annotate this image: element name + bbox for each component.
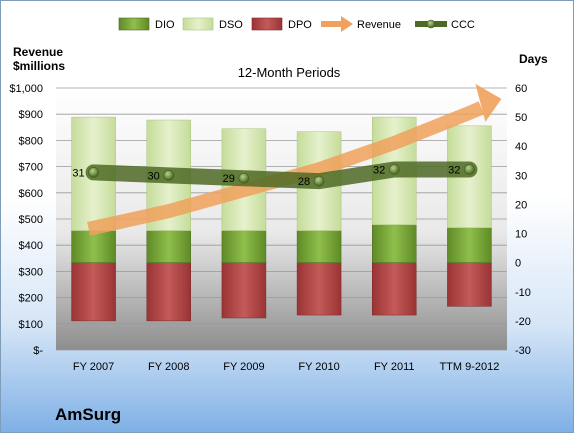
legend-label: DPO (288, 19, 312, 31)
ccc-point (313, 175, 325, 187)
right-tick-label: 0 (515, 258, 521, 270)
x-tick-label: FY 2008 (148, 361, 189, 373)
left-axis-label-line2: $millions (13, 59, 65, 73)
ccc-data-label: 30 (148, 170, 160, 182)
left-tick-label: $500 (19, 214, 43, 226)
ccc-point (464, 164, 475, 175)
left-tick-label: $900 (19, 109, 43, 121)
dpo-bar (71, 262, 116, 322)
dio-bar (447, 227, 492, 263)
legend-swatch-revenue-head (341, 16, 353, 32)
left-tick-label: $- (33, 345, 43, 357)
legend-swatch-ccc-dot (426, 19, 436, 29)
right-tick-label: 50 (515, 112, 527, 124)
ccc-point (88, 167, 99, 178)
right-tick-label: 30 (515, 170, 527, 182)
legend-label: DIO (155, 19, 175, 31)
ccc-point (163, 170, 175, 181)
right-axis-label: Days (519, 52, 548, 66)
left-tick-label: $600 (19, 188, 43, 200)
company-name: AmSurg (55, 405, 122, 424)
dpo-bar (372, 262, 417, 316)
ccc-point (388, 164, 400, 175)
ccc-data-label: 31 (72, 167, 84, 179)
ccc-data-label: 32 (448, 165, 460, 177)
dio-bar (146, 230, 191, 263)
right-tick-label: -10 (515, 287, 531, 299)
dpo-bar (146, 262, 191, 322)
ccc-point (238, 172, 250, 184)
x-tick-label: FY 2009 (223, 361, 264, 373)
legend-item-dio: DIO (118, 17, 175, 31)
legend-item-dso: DSO (182, 17, 243, 31)
left-tick-label: $300 (19, 266, 43, 278)
legend-label: Revenue (357, 19, 401, 31)
legend-label: DSO (219, 19, 243, 31)
left-tick-label: $800 (19, 135, 43, 147)
right-tick-label: 60 (515, 83, 527, 95)
left-tick-label: $700 (19, 162, 43, 174)
ccc-data-label: 32 (373, 165, 385, 177)
legend-item-ccc: CCC (415, 19, 475, 31)
legend-item-revenue: Revenue (321, 16, 401, 32)
dio-bar (372, 224, 417, 263)
ccc-data-label: 28 (298, 176, 310, 188)
left-tick-label: $1,000 (9, 83, 43, 95)
x-tick-label: FY 2007 (73, 361, 114, 373)
ccc-data-label: 29 (223, 173, 235, 185)
x-tick-label: TTM 9-2012 (439, 361, 499, 373)
legend-swatch-dpo (251, 17, 283, 31)
ccc-line (85, 161, 478, 190)
right-tick-label: 20 (515, 199, 527, 211)
chart-title: 12-Month Periods (238, 65, 341, 80)
legend-swatch-dio (118, 17, 150, 31)
legend-item-dpo: DPO (251, 17, 312, 31)
right-tick-label: -30 (515, 345, 531, 357)
right-tick-label: 10 (515, 229, 527, 241)
right-tick-label: 40 (515, 141, 527, 153)
dpo-bar (296, 262, 342, 316)
left-tick-label: $400 (19, 240, 43, 252)
right-tick-label: -20 (515, 316, 531, 328)
dio-bar (71, 230, 116, 263)
left-tick-label: $200 (19, 293, 43, 305)
dio-bar (221, 230, 267, 263)
legend-label: CCC (451, 19, 475, 31)
x-tick-label: FY 2010 (298, 361, 339, 373)
x-tick-label: FY 2011 (374, 361, 415, 373)
legend-swatch-dso (182, 17, 214, 31)
dio-bar (296, 230, 342, 263)
left-tick-label: $100 (19, 319, 43, 331)
dpo-bar (447, 262, 492, 307)
revenue-arrowhead (475, 83, 502, 122)
revenue-line (87, 101, 485, 236)
left-axis-label-line1: Revenue (13, 45, 63, 59)
dpo-bar (221, 262, 267, 319)
